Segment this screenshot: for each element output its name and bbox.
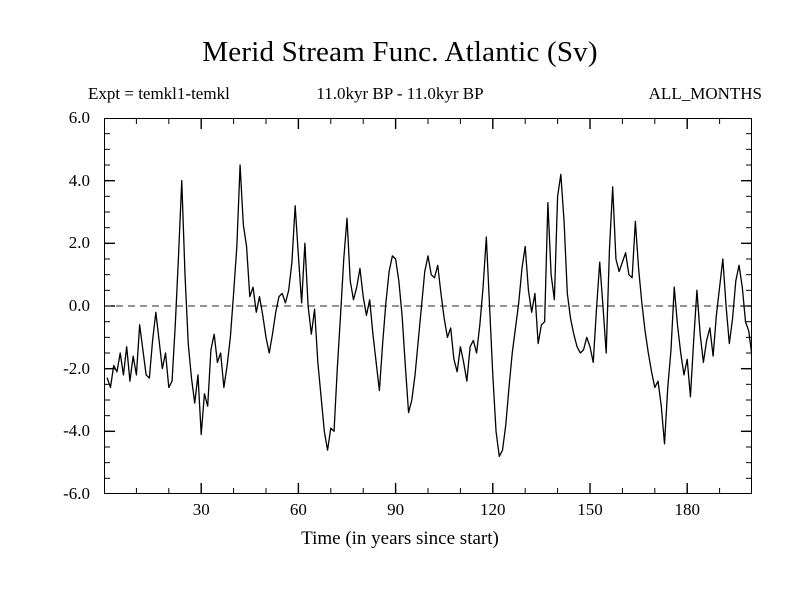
y-axis-tick-labels: -6.0 -4.0 -2.0 0.0 2.0 4.0 6.0 bbox=[34, 108, 90, 503]
page-title: Merid Stream Func. Atlantic (Sv) bbox=[202, 36, 598, 68]
x-tick-label: 120 bbox=[480, 500, 506, 519]
x-axis-title: Time (in years since start) bbox=[301, 528, 499, 549]
y-tick-label: 6.0 bbox=[68, 108, 90, 127]
months-label: ALL_MONTHS bbox=[648, 84, 762, 103]
x-axis-tick-labels: 30 60 90 120 150 180 bbox=[104, 500, 752, 526]
y-tick-label: 4.0 bbox=[68, 170, 90, 190]
x-tick-label: 150 bbox=[577, 500, 603, 519]
experiment-label: Expt = temkl1-temkl bbox=[88, 84, 230, 103]
y-tick-label: -4.0 bbox=[63, 421, 90, 441]
y-tick-label: -2.0 bbox=[63, 358, 90, 378]
plot-area bbox=[104, 118, 752, 494]
y-tick-label: -6.0 bbox=[63, 484, 90, 503]
x-tick-label: 30 bbox=[192, 500, 210, 519]
x-tick-label: 60 bbox=[289, 500, 307, 519]
plot-frame bbox=[104, 118, 752, 494]
x-tick-label: 90 bbox=[387, 500, 405, 519]
y-tick-label: 0.0 bbox=[68, 296, 90, 315]
y-tick-label: 2.0 bbox=[68, 233, 90, 253]
series-line bbox=[106, 164, 752, 458]
x-tick-label: 180 bbox=[674, 500, 700, 519]
period-label: 11.0kyr BP - 11.0kyr BP bbox=[316, 84, 484, 103]
